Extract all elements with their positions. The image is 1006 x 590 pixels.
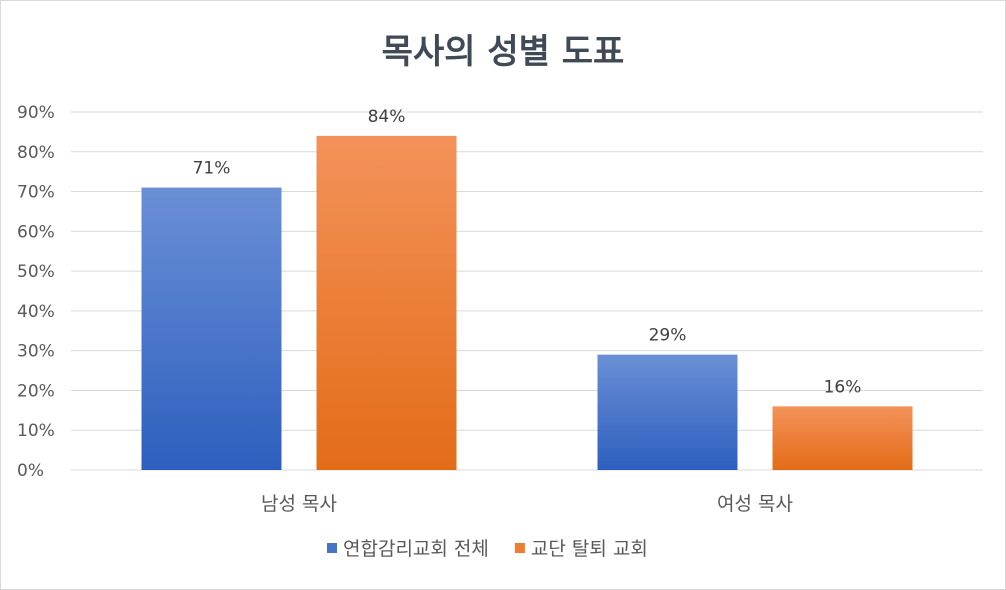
bar: [772, 406, 913, 470]
y-tick-label: 0%: [17, 461, 44, 481]
y-axis-ticks: 0% 10% 20% 30% 40% 50% 60% 70% 80% 90%: [17, 103, 55, 481]
x-category-label: 남성 목사: [261, 493, 337, 515]
y-tick-label: 60%: [17, 222, 55, 242]
x-category-label: 여성 목사: [717, 493, 793, 515]
data-label: 29%: [649, 326, 687, 346]
data-label: 84%: [368, 107, 406, 127]
bar: [141, 187, 282, 471]
y-tick-label: 20%: [17, 381, 55, 401]
y-tick-label: 70%: [17, 183, 55, 203]
legend-label: 연합감리교회 전체: [343, 538, 489, 560]
legend-item: 교단 탈퇴 교회: [514, 538, 648, 560]
y-tick-label: 40%: [17, 302, 55, 322]
y-tick-label: 10%: [17, 421, 55, 441]
legend-swatch: [514, 543, 525, 553]
legend: 연합감리교회 전체 교단 탈퇴 교회: [327, 538, 648, 560]
legend-label: 교단 탈퇴 교회: [531, 538, 648, 560]
y-tick-label: 90%: [17, 103, 55, 123]
chart-title: 목사의 성별 도표: [382, 32, 625, 72]
legend-swatch: [327, 543, 337, 553]
y-tick-label: 30%: [17, 342, 55, 362]
data-label: 71%: [193, 159, 231, 179]
legend-item: 연합감리교회 전체: [327, 538, 489, 560]
x-axis-categories: 남성 목사 여성 목사: [261, 493, 793, 515]
data-label: 16%: [824, 377, 862, 397]
y-tick-label: 50%: [17, 262, 55, 282]
bars: [141, 135, 913, 471]
data-labels: 71% 84% 29% 16%: [193, 107, 862, 397]
bar: [316, 135, 457, 470]
y-tick-label: 80%: [17, 143, 55, 163]
bar: [597, 354, 738, 470]
